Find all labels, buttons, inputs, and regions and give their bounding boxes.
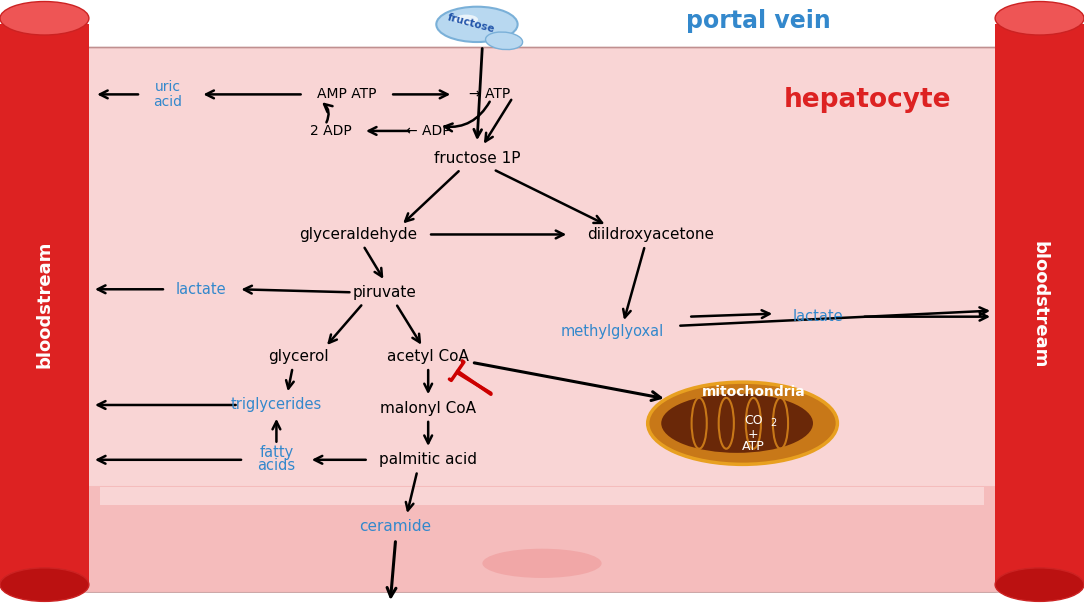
Text: CO: CO [744, 414, 763, 427]
Text: bloodstream: bloodstream [1031, 241, 1048, 368]
Text: diildroxyacetone: diildroxyacetone [586, 227, 714, 242]
Ellipse shape [648, 382, 838, 465]
Text: hepatocyte: hepatocyte [784, 88, 951, 113]
Text: ATP: ATP [743, 440, 764, 453]
Text: malonyl CoA: malonyl CoA [380, 401, 476, 415]
Text: ← ADP: ← ADP [405, 124, 451, 138]
Text: lactate: lactate [176, 282, 225, 297]
Text: acids: acids [257, 459, 296, 473]
Text: +: + [748, 428, 759, 441]
Text: 2 ADP: 2 ADP [310, 124, 351, 138]
Bar [995, 24, 1084, 585]
Text: piruvate: piruvate [353, 285, 416, 300]
FancyBboxPatch shape [76, 48, 1008, 592]
Text: bloodstream: bloodstream [36, 241, 53, 368]
Ellipse shape [995, 2, 1084, 35]
Text: fructose: fructose [447, 13, 496, 35]
Ellipse shape [436, 7, 518, 42]
Ellipse shape [482, 549, 602, 578]
Text: ceramide: ceramide [360, 519, 431, 534]
Text: mitochondria: mitochondria [701, 385, 805, 398]
Text: glycerol: glycerol [268, 349, 328, 364]
Text: AMP ATP: AMP ATP [318, 88, 376, 101]
Text: glyceraldehyde: glyceraldehyde [299, 227, 416, 242]
Ellipse shape [454, 15, 478, 24]
Ellipse shape [0, 568, 89, 602]
Bar [100, 487, 984, 505]
Ellipse shape [486, 32, 522, 49]
Text: fructose 1P: fructose 1P [434, 151, 520, 166]
Text: methylglyoxal: methylglyoxal [560, 325, 664, 339]
Text: triglycerides: triglycerides [231, 398, 322, 412]
FancyBboxPatch shape [76, 486, 1008, 592]
Text: lactate: lactate [793, 309, 843, 324]
Text: acid: acid [154, 95, 182, 108]
Text: fatty: fatty [259, 445, 294, 460]
Text: acetyl CoA: acetyl CoA [387, 349, 469, 364]
Text: palmitic acid: palmitic acid [379, 452, 477, 467]
Ellipse shape [995, 568, 1084, 602]
Text: uric: uric [155, 80, 181, 94]
Text: → ATP: → ATP [469, 88, 511, 101]
Text: 2: 2 [770, 418, 776, 428]
Text: portal vein: portal vein [686, 9, 831, 33]
Ellipse shape [0, 2, 89, 35]
Bar [0, 24, 89, 585]
Ellipse shape [661, 393, 813, 453]
